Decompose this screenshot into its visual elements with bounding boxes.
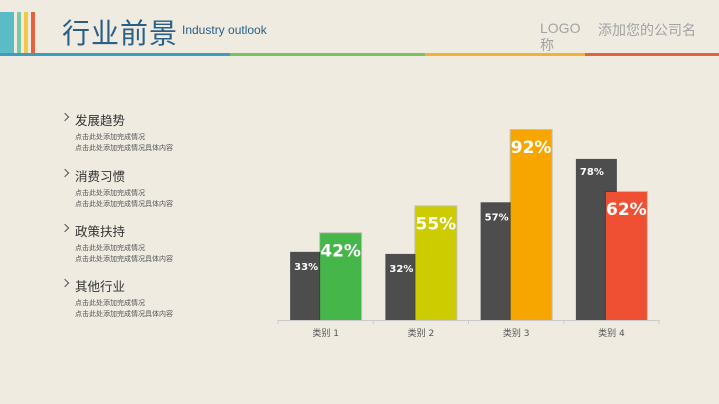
stripe-3 bbox=[24, 12, 28, 54]
x-tick-label-1: 类别 1 bbox=[312, 327, 339, 339]
data-label-series1-4: 78% bbox=[580, 167, 604, 178]
header-color-bar bbox=[0, 53, 719, 56]
list-item-title: 消费习惯 bbox=[75, 169, 126, 184]
x-tick-label-2: 类别 2 bbox=[408, 327, 435, 339]
stripe-4 bbox=[31, 12, 35, 54]
page-title: 行业前景 bbox=[62, 17, 179, 50]
header-bar-segment-2 bbox=[230, 53, 425, 56]
header-bar-segment-1 bbox=[0, 53, 230, 56]
list-item-line: 点击此处添加完成情况具体内容 bbox=[75, 255, 173, 263]
bar-series2-3 bbox=[510, 130, 552, 320]
list-item-title: 政策扶持 bbox=[75, 224, 126, 239]
list-item-title: 其他行业 bbox=[75, 279, 126, 294]
bar-series2-2 bbox=[415, 206, 457, 320]
header-bar-segment-4 bbox=[585, 53, 719, 56]
bar-series2-4 bbox=[605, 191, 647, 320]
data-label-series2-3: 92% bbox=[511, 138, 552, 158]
list-item-desc: 点击此处添加完成情况 点击此处添加完成情况具体内容 bbox=[75, 298, 173, 320]
data-label-series1-1: 33% bbox=[294, 262, 318, 273]
data-label-series1-3: 57% bbox=[485, 212, 509, 223]
stripe-1 bbox=[0, 12, 14, 54]
list-item-line: 点击此处添加完成情况具体内容 bbox=[75, 144, 173, 152]
stripe-2 bbox=[17, 12, 21, 54]
list-item-line: 点击此处添加完成情况 bbox=[75, 189, 145, 197]
x-tick-label-4: 类别 4 bbox=[598, 327, 625, 339]
data-label-series1-2: 32% bbox=[389, 264, 413, 275]
list-item-line: 点击此处添加完成情况 bbox=[75, 244, 145, 252]
x-tick-label-3: 类别 3 bbox=[503, 327, 530, 339]
data-label-series2-2: 55% bbox=[416, 214, 457, 234]
list-item-desc: 点击此处添加完成情况 点击此处添加完成情况具体内容 bbox=[75, 188, 173, 210]
list-item-desc: 点击此处添加完成情况 点击此处添加完成情况具体内容 bbox=[75, 243, 173, 265]
bar-series2-1 bbox=[320, 233, 362, 320]
list-item-line: 点击此处添加完成情况具体内容 bbox=[75, 200, 173, 208]
data-label-series2-1: 42% bbox=[320, 241, 361, 261]
list-item-desc: 点击此处添加完成情况 点击此处添加完成情况具体内容 bbox=[75, 132, 173, 154]
list-item-line: 点击此处添加完成情况 bbox=[75, 299, 145, 307]
page-subtitle: Industry outlook bbox=[182, 23, 267, 37]
list-item-line: 点击此处添加完成情况 bbox=[75, 133, 145, 141]
logo-placeholder: LOGO 称 bbox=[540, 20, 581, 53]
header-stripes bbox=[0, 12, 44, 54]
list-item-title: 发展趋势 bbox=[75, 113, 126, 128]
list-item-line: 点击此处添加完成情况具体内容 bbox=[75, 310, 173, 318]
header-bar-segment-3 bbox=[425, 53, 585, 56]
data-label-series2-4: 62% bbox=[606, 200, 647, 220]
company-name: 添加您的公司名 bbox=[598, 22, 696, 38]
